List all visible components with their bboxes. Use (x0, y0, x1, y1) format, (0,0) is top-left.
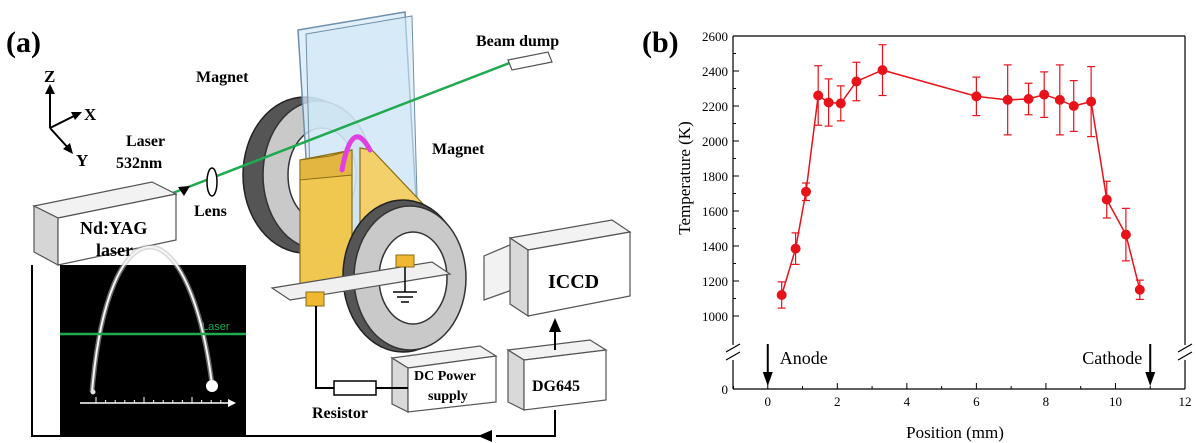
data-point (1120, 229, 1131, 240)
x-axis-label: Position (mm) (906, 423, 1004, 442)
axis-z-label: Z (44, 67, 55, 86)
lens (206, 167, 218, 197)
data-point (835, 98, 846, 109)
ndyag-laser-box (32, 181, 178, 267)
wiring (31, 265, 556, 437)
data-point (776, 290, 787, 300)
laser-beam (164, 60, 513, 198)
terminal-right (395, 254, 415, 268)
iccd-label: ICCD (548, 271, 599, 293)
dg645-box (506, 339, 608, 411)
y-tick-labels: 0 1000 1200 1400 1600 1800 2000 2200 2400 2600 (702, 29, 728, 397)
arc-discharge (339, 134, 373, 173)
annotations: Anode Cathode (762, 344, 1156, 386)
data-point (1068, 101, 1079, 111)
trigger-arrow-up (549, 318, 561, 332)
xtick-label-0: 0 (765, 394, 772, 409)
x-tick-labels: 0 2 4 6 8 10 12 (765, 394, 1192, 409)
axis-break-right-1 (1177, 343, 1193, 353)
data-point (1002, 94, 1013, 105)
y-axis-label: Temperature (K) (675, 121, 694, 235)
xtick-label-2: 2 (834, 394, 841, 409)
series-line (780, 69, 1141, 296)
data-point (1086, 96, 1097, 107)
inset-tick-10: 10 (188, 406, 201, 421)
ytick-label-0: 0 (722, 382, 729, 397)
magnet-right-label: Magnet (432, 141, 485, 158)
laser-label-line1: Laser (126, 133, 165, 150)
data-point (877, 65, 888, 76)
data-point (1039, 89, 1050, 100)
inset-tick-0: 0 (91, 406, 98, 421)
plot-frame (725, 35, 1193, 390)
data-point (1023, 94, 1034, 104)
data-points (776, 65, 1145, 300)
series-polyline (780, 69, 1141, 296)
laser-label-line2: 532nm (116, 155, 163, 172)
data-point (851, 76, 862, 87)
axis-break-right-2 (1177, 351, 1193, 361)
data-point (971, 91, 982, 102)
annotation-arrow-head (1145, 372, 1156, 386)
data-point (790, 243, 801, 254)
axis-break-left-1 (725, 343, 741, 353)
annotation-anode: Anode (780, 348, 828, 368)
xtick-label-10: 10 (1109, 394, 1122, 409)
dc-power-label-line1: DC Power (414, 369, 476, 384)
trigger-arrow-left (478, 430, 492, 442)
resistor (333, 380, 377, 396)
annotation-cathode: Cathode (1082, 348, 1142, 368)
data-point (823, 97, 834, 108)
magnet-top-label: Magnet (196, 69, 249, 86)
coordinate-axes: Z X Y (44, 67, 97, 170)
xtick-label-4: 4 (904, 394, 911, 409)
ytick-label-2600: 2600 (702, 29, 728, 44)
axis-y-label: Y (76, 151, 88, 170)
error-bars (777, 44, 1144, 309)
data-point (801, 186, 812, 197)
ytick-label-2000: 2000 (702, 134, 728, 149)
ytick-label-1600: 1600 (702, 204, 728, 219)
lens-label: Lens (194, 203, 227, 220)
inset-anode-label: Anode (64, 421, 100, 436)
xtick-label-6: 6 (973, 394, 980, 409)
ytick-label-1400: 1400 (702, 239, 728, 254)
inset-cathode-label: Cathode (180, 421, 227, 436)
experimental-setup-diagram: (a) Z X Y Beam dump Magnet (6, 11, 632, 442)
ytick-label-1200: 1200 (702, 274, 728, 289)
ytick-label-2400: 2400 (702, 64, 728, 79)
resistor-label: Resistor (312, 405, 368, 422)
ground-icon (393, 267, 417, 303)
inset-arc-image: Laser 0 5 10 X Anode Cathode (60, 244, 246, 437)
axis-ticks (733, 35, 1186, 390)
inset-laser-label: Laser (202, 321, 230, 333)
ytick-label-1800: 1800 (702, 169, 728, 184)
data-point (813, 90, 824, 101)
laser-arrow (178, 186, 190, 196)
beam-dump-label: Beam dump (476, 33, 559, 50)
dc-power-supply-box (390, 345, 498, 413)
iccd-camera (483, 219, 632, 318)
axis-break-left-2 (725, 351, 741, 361)
ndyag-label-line2: laser (96, 240, 133, 260)
axis-x-label: X (84, 105, 97, 124)
xtick-label-12: 12 (1179, 394, 1192, 409)
ytick-label-2200: 2200 (702, 99, 728, 114)
inset-axis-x: X (230, 406, 240, 421)
inset-tick-5: 5 (142, 406, 149, 421)
data-point (1101, 194, 1112, 205)
ndyag-label-line1: Nd:YAG (80, 218, 147, 238)
xtick-label-8: 8 (1043, 394, 1050, 409)
data-point (1054, 94, 1065, 105)
temperature-chart: (b) 010001200140016001800200022002400260… (642, 26, 1193, 442)
ytick-label-1000: 1000 (702, 309, 728, 324)
dc-power-label-line2: supply (428, 389, 468, 404)
panel-a-label: (a) (6, 26, 41, 59)
annotation-arrow-head (762, 372, 773, 386)
beam-dump (507, 51, 553, 71)
data-point (1134, 284, 1145, 295)
panel-b-label: (b) (642, 26, 679, 59)
dg645-label: DG645 (532, 378, 580, 395)
terminal-left (305, 291, 325, 307)
